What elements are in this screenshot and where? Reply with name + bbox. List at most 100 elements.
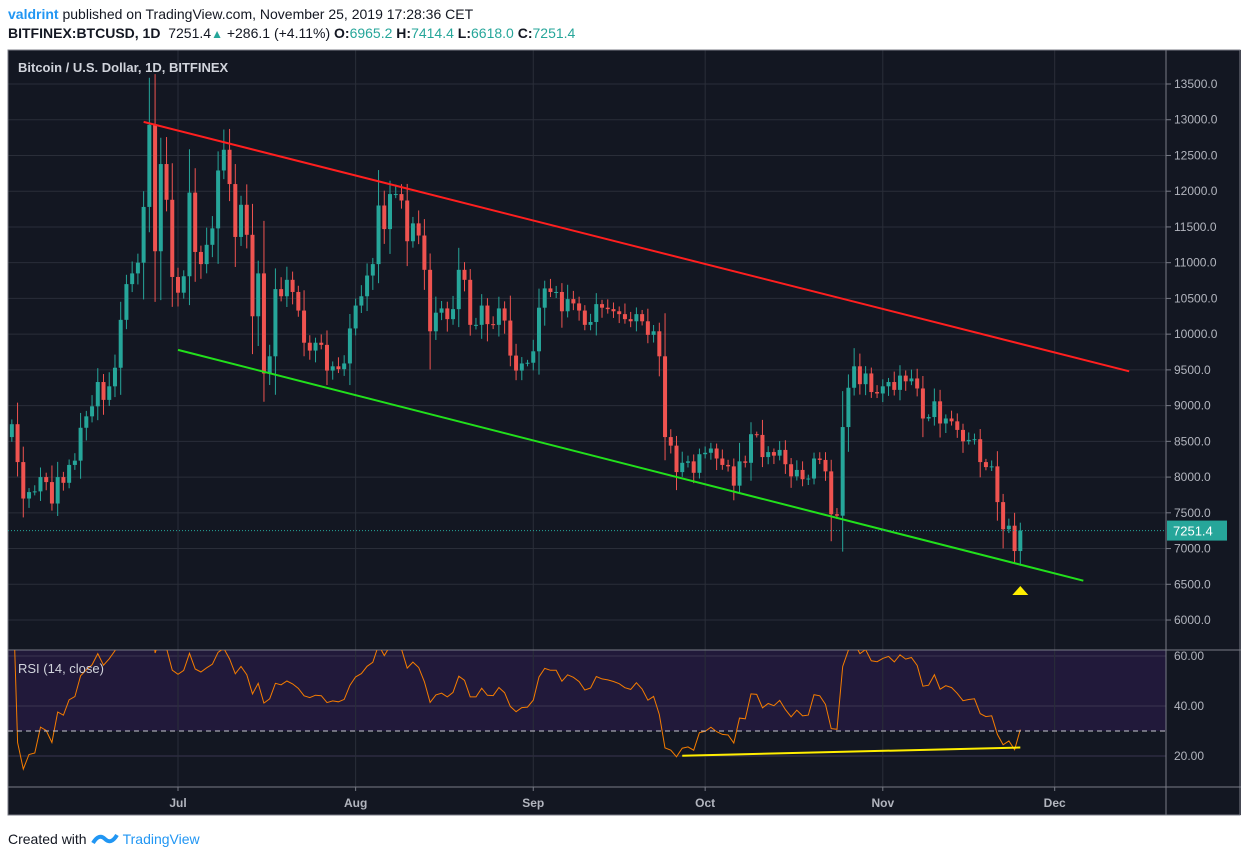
candle-up <box>353 305 358 329</box>
candle-down <box>198 251 203 265</box>
candle-up <box>135 262 140 274</box>
y-tick-label: 12000.0 <box>1174 184 1218 198</box>
candle-down <box>577 303 582 311</box>
x-tick-label: Dec <box>1044 796 1066 810</box>
candle-up <box>909 378 914 382</box>
rsi-band <box>8 650 1166 731</box>
candle-down <box>15 424 20 463</box>
candle-down <box>920 388 925 419</box>
candle-down <box>382 205 387 230</box>
candle-up <box>370 264 375 276</box>
candle-down <box>296 291 301 311</box>
candle-down <box>548 288 553 292</box>
author-link[interactable]: valdrint <box>8 6 59 22</box>
candle-up <box>239 204 244 237</box>
candle-up <box>187 192 192 277</box>
y-tick-label: 13500.0 <box>1174 77 1218 91</box>
y-tick-label: 12500.0 <box>1174 148 1218 162</box>
candle-up <box>55 477 60 504</box>
y-tick-label: 8000.0 <box>1174 470 1211 484</box>
candle-down <box>875 392 880 394</box>
symbol: BITFINEX:BTCUSD, 1D <box>8 25 161 41</box>
candle-down <box>428 269 433 332</box>
candle-up <box>685 461 690 463</box>
tradingview-link[interactable]: TradingView <box>122 831 200 847</box>
last-price: 7251.4 <box>168 25 212 41</box>
high-label: H: <box>396 25 412 41</box>
candle-down <box>49 482 54 504</box>
candle-up <box>181 276 186 293</box>
candle-down <box>668 437 673 446</box>
candle-down <box>164 164 169 200</box>
candle-up <box>141 206 146 263</box>
candle-up <box>112 367 117 387</box>
last-price-badge <box>1167 520 1227 541</box>
candle-up <box>107 386 112 400</box>
candle-up <box>794 469 799 477</box>
high-value: 7414.4 <box>411 25 454 41</box>
change: +286.1 (+4.11%) <box>226 25 331 41</box>
rsi-label: RSI (14, close) <box>18 661 104 676</box>
candle-down <box>789 464 794 477</box>
candle-down <box>61 477 66 483</box>
candle-down <box>869 373 874 393</box>
candle-down <box>1001 502 1006 530</box>
candle-up <box>330 366 335 371</box>
chart-title: Bitcoin / U.S. Dollar, 1D, BITFINEX <box>18 60 229 75</box>
candle-down <box>582 310 587 325</box>
tradingview-logo-icon <box>90 833 119 845</box>
candle-up <box>410 223 415 242</box>
candle-up <box>697 454 702 473</box>
candle-up <box>880 386 885 394</box>
up-arrow-icon: ▲ <box>211 27 223 41</box>
candle-down <box>462 269 467 280</box>
candle-up <box>840 427 845 516</box>
x-tick-label: Sep <box>522 796 544 810</box>
candle-down <box>617 311 622 315</box>
candle-down <box>307 342 312 351</box>
candle-up <box>846 387 851 428</box>
candle-down <box>955 421 960 430</box>
footer: Created with TradingView <box>8 831 200 847</box>
candle-down <box>193 192 198 252</box>
candle-down <box>731 466 736 486</box>
resistance-trendline <box>143 120 1130 373</box>
candle-down <box>261 273 266 374</box>
candle-down <box>290 279 295 292</box>
y-tick-label: 7500.0 <box>1174 506 1211 520</box>
candle-up <box>439 308 444 313</box>
candle-up <box>565 299 570 312</box>
candle-down <box>903 375 908 382</box>
candle-up <box>393 194 398 196</box>
symbol-info: BITFINEX:BTCUSD, 1D 7251.4▲ +286.1 (+4.1… <box>8 25 575 41</box>
created-with-text: Created with <box>8 831 87 847</box>
support-trendline <box>177 348 1084 582</box>
candle-down <box>663 356 668 438</box>
low-value: 6618.0 <box>471 25 514 41</box>
candle-down <box>600 304 605 308</box>
rsi-tick-label: 60.00 <box>1174 649 1204 663</box>
y-tick-label: 6000.0 <box>1174 613 1211 627</box>
close-value: 7251.4 <box>532 25 576 41</box>
candle-up <box>479 305 484 325</box>
y-tick-label: 8500.0 <box>1174 434 1211 448</box>
candle-up <box>943 418 948 424</box>
candle-down <box>645 321 650 335</box>
candle-down <box>485 305 490 325</box>
candle-down <box>21 462 26 499</box>
candle-up <box>812 458 817 479</box>
candle-up <box>473 324 478 326</box>
candle-down <box>961 429 966 442</box>
candle-down <box>44 477 49 483</box>
triangle-up-marker-icon <box>1012 586 1029 596</box>
price-chart[interactable]: 13500.0 13000.0 12500.0 12000.0 11500.0 11000… <box>0 48 1241 824</box>
y-tick-label: 9000.0 <box>1174 399 1211 413</box>
y-tick-label: 10500.0 <box>1174 291 1218 305</box>
candle-down <box>622 314 627 320</box>
candle-up <box>130 273 135 285</box>
candle-down <box>611 309 616 312</box>
candle-down <box>336 366 341 370</box>
candle-up <box>359 296 364 306</box>
candle-down <box>754 434 759 436</box>
candle-up <box>9 424 14 438</box>
